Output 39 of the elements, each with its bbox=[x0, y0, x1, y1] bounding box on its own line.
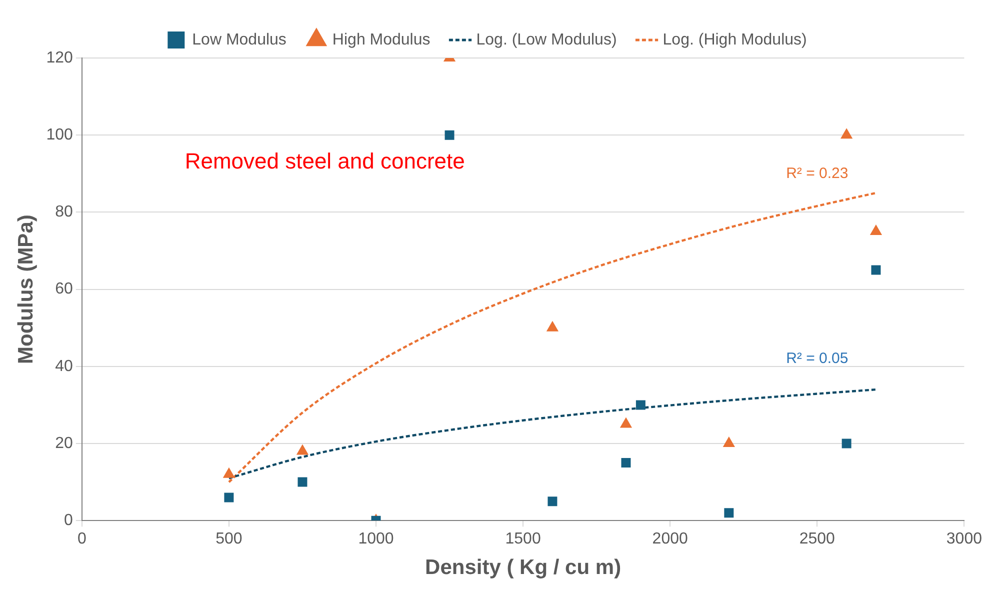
annotation: R² = 0.05 bbox=[786, 350, 848, 368]
point bbox=[871, 265, 881, 275]
legend-label: Low Modulus bbox=[192, 31, 286, 48]
point bbox=[840, 128, 852, 139]
point bbox=[842, 438, 852, 448]
point bbox=[870, 224, 882, 235]
y-axis-title: Modulus (MPa) bbox=[14, 214, 38, 364]
point bbox=[621, 458, 631, 468]
point bbox=[548, 496, 558, 506]
point bbox=[546, 321, 558, 332]
x-tick-label: 500 bbox=[216, 530, 242, 548]
x-tick-label: 0 bbox=[77, 530, 86, 548]
x-tick-label: 3000 bbox=[946, 530, 982, 548]
legend-label: Log. (Low Modulus) bbox=[476, 31, 617, 48]
y-tick-label: 0 bbox=[64, 512, 73, 530]
legend-label: High Modulus bbox=[332, 31, 430, 48]
point bbox=[298, 477, 308, 487]
point bbox=[224, 492, 234, 502]
y-tick-label: 60 bbox=[55, 280, 73, 298]
x-tick-label: 2000 bbox=[652, 530, 688, 548]
y-tick-label: 20 bbox=[55, 434, 73, 452]
y-tick-label: 80 bbox=[55, 204, 73, 221]
x-axis-title: Density ( Kg / cu m) bbox=[425, 556, 622, 580]
point bbox=[223, 468, 235, 478]
point bbox=[620, 418, 632, 428]
x-tick-label: 2500 bbox=[799, 530, 836, 548]
point bbox=[296, 444, 308, 455]
point bbox=[444, 130, 454, 140]
y-tick-label: 120 bbox=[46, 49, 73, 66]
x-tick-label: 1000 bbox=[358, 530, 394, 548]
point bbox=[724, 508, 734, 518]
annotation: Removed steel and concrete bbox=[184, 148, 465, 174]
x-tick-label: 1500 bbox=[505, 530, 541, 548]
annotation: R² = 0.23 bbox=[786, 165, 848, 182]
point bbox=[723, 437, 735, 447]
y-tick-label: 100 bbox=[46, 126, 73, 144]
legend-label: Log. (High Modulus) bbox=[662, 31, 807, 48]
point bbox=[636, 400, 646, 410]
y-tick-label: 40 bbox=[55, 358, 73, 375]
